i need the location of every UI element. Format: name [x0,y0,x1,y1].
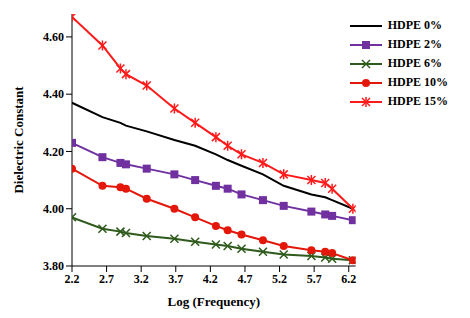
svg-text:4.00: 4.00 [43,202,64,216]
svg-text:2.2: 2.2 [65,272,80,286]
svg-text:4.7: 4.7 [237,272,252,286]
svg-text:Log (Frequency): Log (Frequency) [168,294,261,309]
svg-text:5.2: 5.2 [272,272,287,286]
svg-text:2.7: 2.7 [99,272,114,286]
html-text:HDPE 6%: HDPE 6% [387,56,442,70]
svg-text:3.7: 3.7 [168,272,183,286]
html-text:HDPE 0%: HDPE 0% [387,18,442,32]
svg-text:5.7: 5.7 [307,272,322,286]
svg-text:4.40: 4.40 [43,87,64,101]
svg-text:6.2: 6.2 [341,272,356,286]
svg-text:3.2: 3.2 [134,272,149,286]
svg-text:3.80: 3.80 [43,259,64,273]
html-text:HDPE 15%: HDPE 15% [387,94,448,108]
html-text:HDPE 2%: HDPE 2% [387,37,442,51]
svg-text:4.20: 4.20 [43,145,64,159]
html-text:HDPE 10%: HDPE 10% [387,75,448,89]
svg-text:4.60: 4.60 [43,30,64,44]
svg-text:4.2: 4.2 [203,272,218,286]
svg-text:Dielectric Constant: Dielectric Constant [11,86,26,194]
